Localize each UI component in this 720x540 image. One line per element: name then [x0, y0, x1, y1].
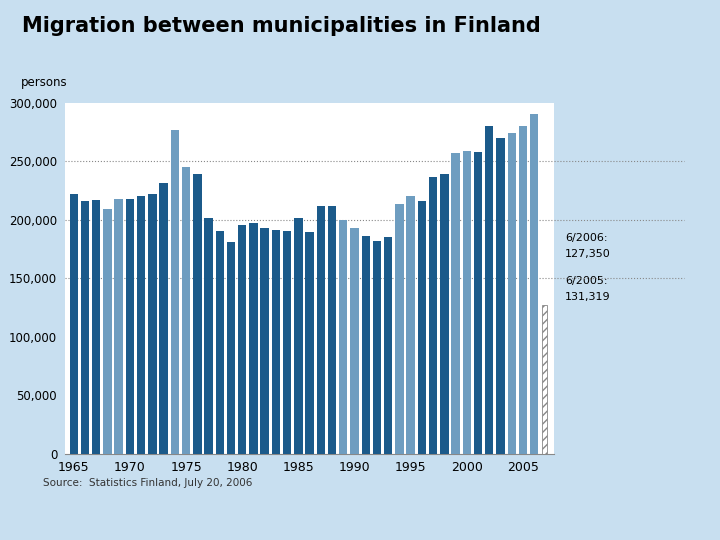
Bar: [373, 241, 381, 454]
Text: persons: persons: [21, 76, 68, 89]
Bar: [462, 151, 471, 454]
Bar: [429, 178, 437, 454]
Bar: [294, 218, 302, 454]
Bar: [541, 305, 547, 454]
Bar: [70, 194, 78, 454]
Bar: [518, 126, 527, 454]
Text: Source:  Statistics Finland, July 20, 2006: Source: Statistics Finland, July 20, 200…: [43, 478, 253, 488]
Bar: [159, 184, 168, 454]
Bar: [328, 206, 336, 454]
Bar: [496, 138, 505, 454]
Bar: [171, 130, 179, 454]
Bar: [361, 236, 370, 454]
Bar: [271, 230, 280, 454]
Bar: [261, 228, 269, 454]
Bar: [81, 201, 89, 454]
Bar: [103, 209, 112, 454]
Bar: [215, 231, 224, 454]
Bar: [238, 226, 246, 454]
Bar: [114, 199, 123, 454]
Bar: [92, 200, 101, 454]
Bar: [305, 232, 314, 454]
Text: 6/2006:: 6/2006:: [565, 233, 608, 242]
Bar: [485, 126, 493, 454]
Bar: [283, 231, 292, 454]
Bar: [418, 201, 426, 454]
Bar: [407, 196, 415, 454]
Bar: [508, 133, 516, 454]
Text: 6/2005:: 6/2005:: [565, 276, 608, 286]
Bar: [474, 152, 482, 454]
Text: 131,319: 131,319: [565, 292, 611, 302]
Bar: [440, 174, 449, 454]
Bar: [137, 196, 145, 454]
Bar: [148, 194, 156, 454]
Bar: [395, 204, 404, 454]
Text: Migration between municipalities in Finland: Migration between municipalities in Finl…: [22, 16, 540, 36]
Bar: [339, 220, 348, 454]
Bar: [451, 153, 460, 454]
Bar: [204, 218, 212, 454]
Bar: [193, 174, 202, 454]
Bar: [126, 199, 134, 454]
Bar: [227, 242, 235, 454]
Text: 127,350: 127,350: [565, 249, 611, 259]
Bar: [384, 237, 392, 454]
Bar: [249, 223, 258, 454]
Bar: [530, 114, 539, 454]
Bar: [317, 206, 325, 454]
Bar: [351, 228, 359, 454]
Bar: [182, 167, 190, 454]
